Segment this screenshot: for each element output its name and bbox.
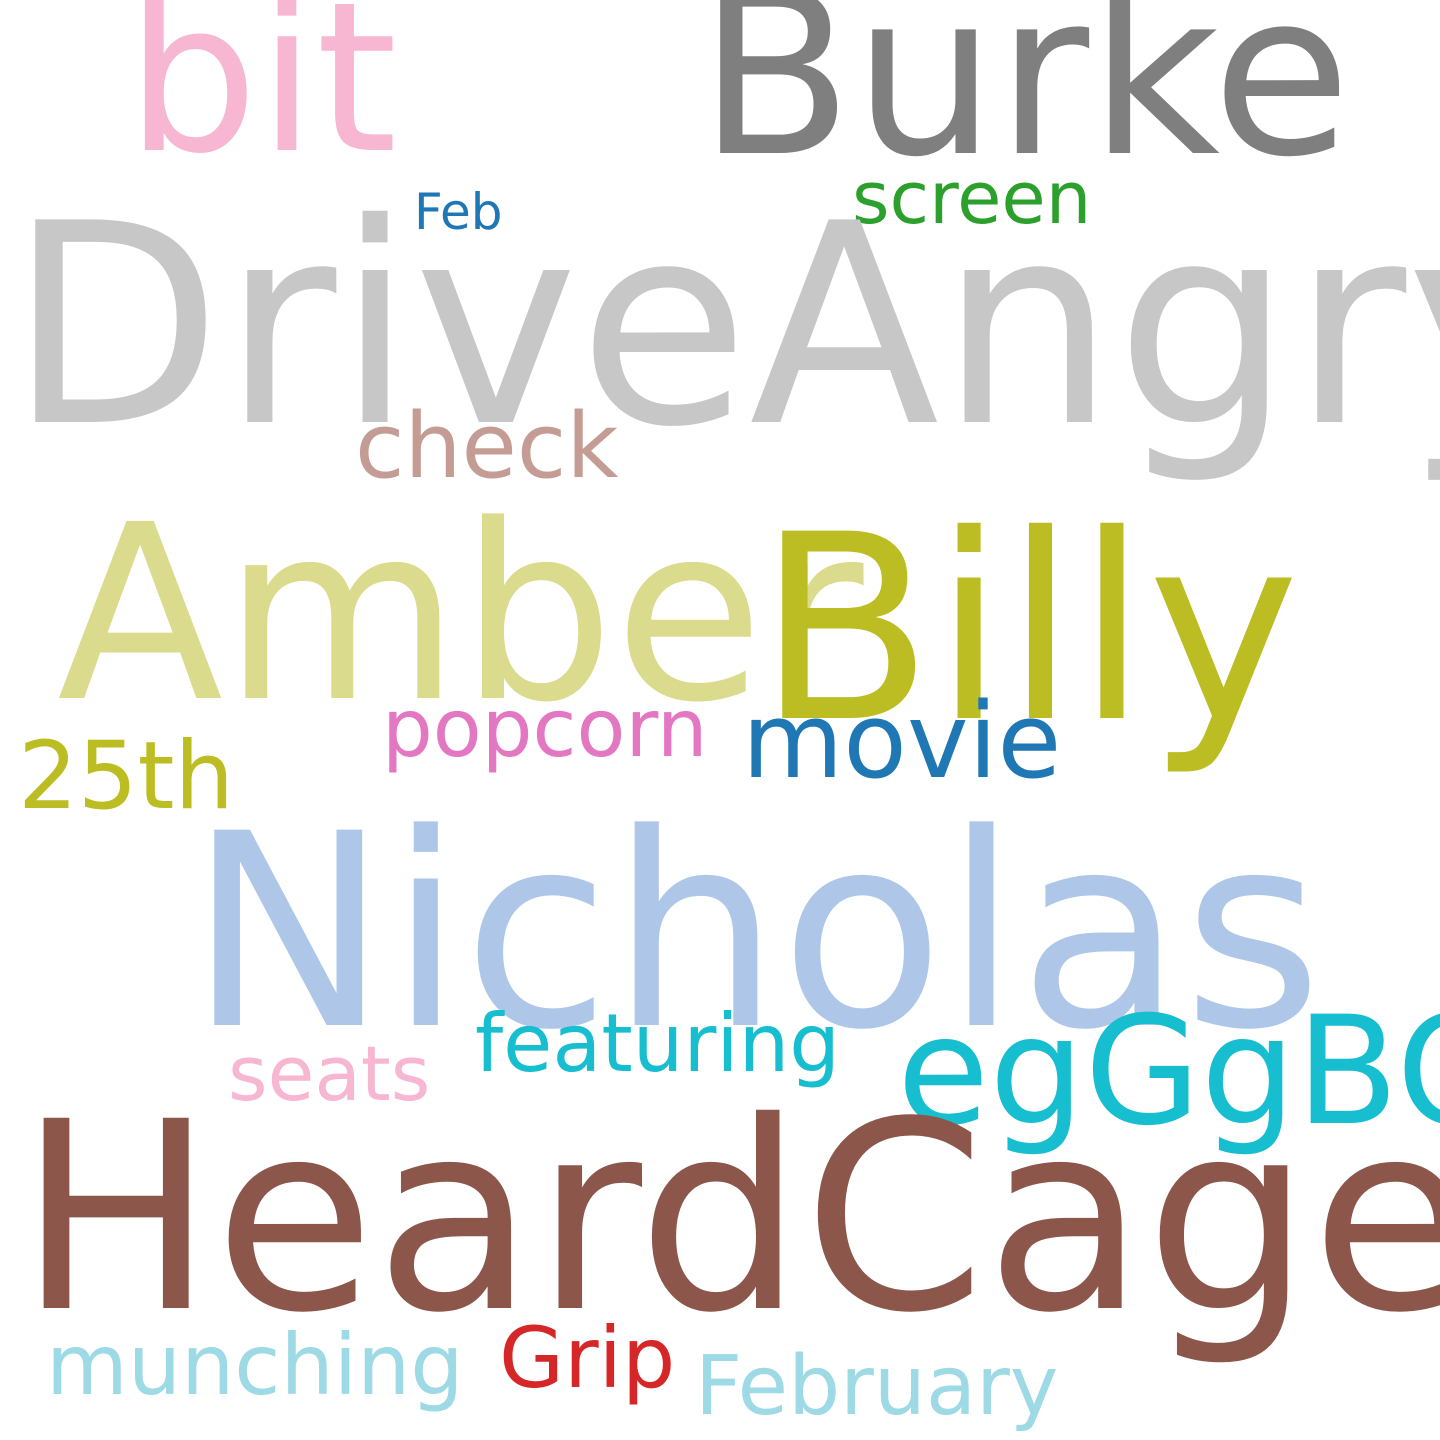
word-featuring: featuring (475, 997, 841, 1090)
word-burke: Burke (698, 0, 1352, 207)
word-billy: Billy (757, 479, 1300, 779)
word-check: check (355, 394, 619, 499)
word-amber: Amber (57, 473, 864, 756)
word-driveangry: DriveAngry (8, 164, 1440, 488)
word-nicholas: Nicholas (188, 777, 1323, 1089)
word-heardcage: HeardCage (18, 1066, 1440, 1370)
word-seats: seats (228, 1029, 431, 1118)
word-egggbo: egGgBO (897, 985, 1440, 1159)
word-grip: Grip (499, 1309, 676, 1407)
word-popcorn: popcorn (382, 682, 708, 775)
word-25th: 25th (18, 722, 235, 831)
word-movie: movie (742, 680, 1062, 802)
word-feb: Feb (414, 183, 503, 241)
word-bit: bit (126, 0, 398, 200)
word-munching: munching (46, 1316, 464, 1414)
word-february: February (695, 1339, 1059, 1434)
word-screen: screen (852, 156, 1092, 240)
